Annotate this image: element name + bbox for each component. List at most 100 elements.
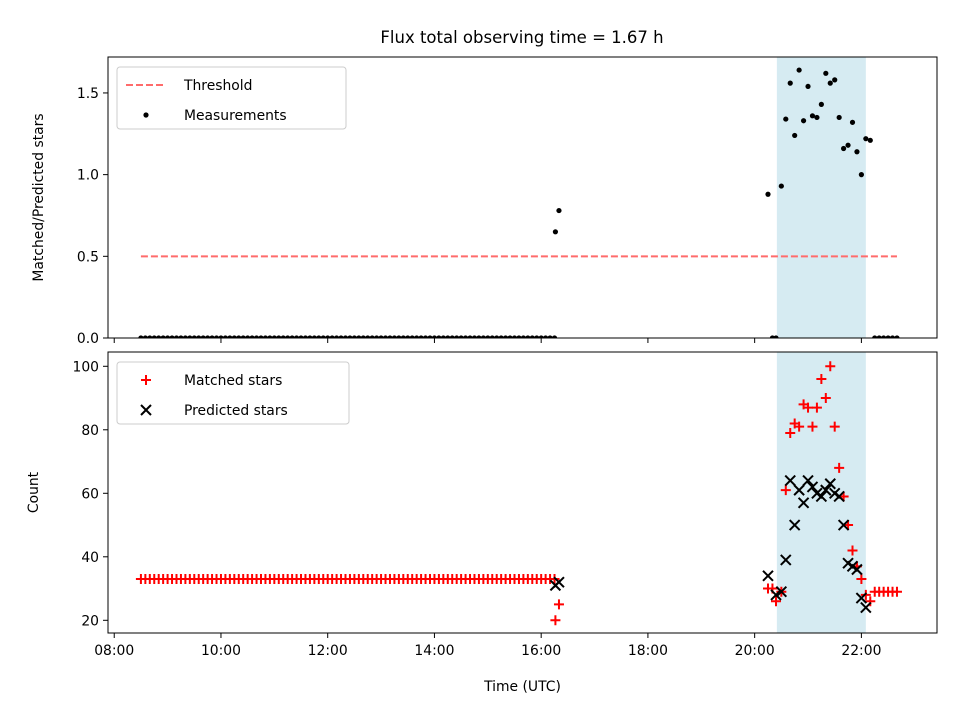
measurement-point — [405, 335, 411, 338]
legend: Threshold Measurements — [116, 66, 347, 130]
predicted-star-point — [833, 490, 845, 503]
measurement-point — [809, 113, 816, 119]
measurement-point — [231, 335, 237, 338]
measurement-point — [445, 335, 451, 338]
measurement-point — [249, 335, 255, 338]
predicted-star-point — [815, 490, 828, 503]
measurement-point — [556, 207, 562, 214]
measurement-point — [854, 149, 860, 155]
measurement-point — [156, 335, 162, 338]
measurement-point — [494, 335, 500, 338]
matched-star-point — [847, 545, 858, 556]
y-axis-label: Count — [26, 471, 42, 513]
predicted-star-point — [770, 589, 782, 601]
predicted-star-point — [851, 563, 863, 576]
measurement-point — [293, 335, 300, 338]
measurement-point — [858, 172, 864, 178]
y-tick-label: 1.5 — [77, 86, 99, 102]
measurement-point — [173, 335, 180, 338]
measurement-point — [467, 335, 473, 338]
measurement-point — [805, 83, 811, 90]
measurement-point — [218, 335, 224, 338]
measurement-point — [387, 335, 393, 338]
measurement-point — [476, 335, 482, 338]
y-tick-label: 1.0 — [77, 168, 99, 184]
measurement-point — [489, 335, 495, 338]
measurement-point — [320, 335, 326, 338]
measurement-point — [302, 335, 309, 338]
predicted-star-point — [797, 497, 810, 509]
measurement-point — [765, 191, 771, 197]
x-tick-label: 16:00 — [521, 643, 561, 659]
x-tick-label: 20:00 — [735, 643, 775, 659]
measurement-point — [787, 80, 793, 86]
x-tick-label: 14:00 — [414, 643, 454, 659]
measurement-point — [814, 114, 820, 121]
measurement-point — [138, 335, 144, 338]
measurement-point — [863, 136, 869, 142]
measurement-point — [307, 335, 313, 338]
measurement-point — [267, 335, 273, 338]
measurement-point — [187, 335, 193, 338]
measurement-point — [551, 335, 558, 338]
matched-star-point — [780, 485, 791, 496]
measurement-point — [347, 335, 353, 338]
measurement-point — [240, 335, 246, 338]
measurement-point — [178, 335, 184, 338]
measurement-point — [458, 335, 464, 338]
measurement-point — [849, 119, 856, 125]
measurement-point — [783, 116, 789, 122]
measurement-point — [881, 335, 887, 338]
measurement-point — [503, 335, 509, 338]
measurement-point — [276, 335, 282, 338]
x-axis-label: Time (UTC) — [483, 679, 561, 695]
measurement-point — [182, 335, 188, 338]
matched-star-point — [865, 596, 876, 607]
legend-measurement-swatch — [143, 112, 149, 118]
matched-star-point — [811, 402, 822, 413]
measurement-point — [516, 335, 522, 338]
y-tick-label: 60 — [81, 486, 99, 502]
y-tick-label: 40 — [81, 550, 99, 566]
legend: Matched stars Predicted stars — [116, 361, 350, 425]
x-tick-label: 10:00 — [201, 643, 241, 659]
predicted-star-point — [775, 586, 788, 598]
measurement-point — [258, 335, 264, 338]
predicted-star-point — [824, 478, 836, 490]
measurement-point — [316, 335, 322, 338]
measurement-point — [454, 335, 460, 338]
predicted-star-point — [820, 484, 832, 496]
measurement-point — [151, 335, 157, 338]
measurement-point — [511, 335, 518, 338]
x-tick-label: 08:00 — [94, 643, 134, 659]
legend-label: Predicted stars — [184, 403, 288, 419]
measurement-point — [792, 132, 798, 139]
measurement-point — [841, 145, 847, 152]
measurement-point — [827, 80, 833, 86]
measurement-point — [529, 335, 535, 338]
measurement-point — [520, 335, 526, 338]
measurement-point — [396, 335, 402, 338]
measurement-point — [369, 335, 375, 338]
measurement-point — [538, 335, 544, 338]
measurement-point — [196, 335, 202, 338]
y-tick-label: 20 — [81, 613, 99, 629]
legend-predicted-swatch — [140, 404, 152, 416]
measurement-point — [823, 70, 829, 76]
measurement-point — [462, 335, 469, 338]
measurement-point — [867, 137, 873, 143]
measurement-point — [409, 335, 415, 338]
measurement-point — [382, 335, 389, 338]
measurement-point — [338, 335, 344, 338]
predicted-star-point — [788, 519, 801, 531]
top-panel: 0.0 0.5 1.0 1.5 Matched/Predicted stars Thres… — [31, 56, 938, 347]
measurement-point — [360, 335, 366, 338]
predicted-star-point — [780, 554, 792, 566]
legend-matched-swatch — [141, 375, 151, 385]
measurement-point — [440, 335, 446, 338]
measurement-point — [378, 335, 384, 338]
measurement-point — [800, 118, 807, 124]
legend-label: Matched stars — [184, 373, 282, 389]
matched-star-point — [834, 462, 845, 473]
measurement-point — [147, 335, 153, 338]
